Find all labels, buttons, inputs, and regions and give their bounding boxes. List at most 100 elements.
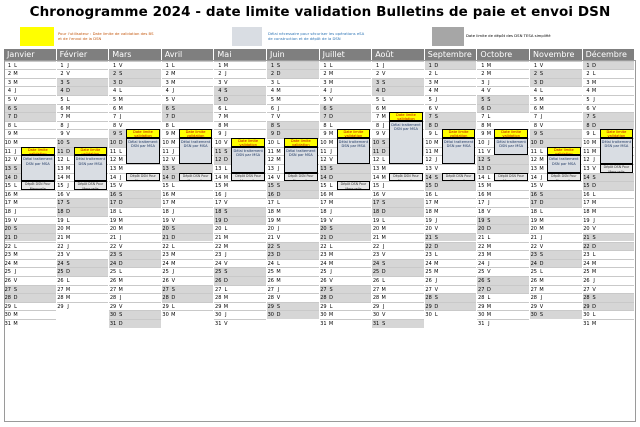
weekday-letter: V bbox=[329, 157, 333, 164]
day-number: 31 bbox=[215, 321, 222, 328]
day-number: 17 bbox=[320, 200, 327, 207]
weekday-letter: D bbox=[329, 174, 334, 181]
weekday-letter: D bbox=[592, 243, 597, 250]
weekday-letter: M bbox=[591, 88, 597, 95]
weekday-letter: M bbox=[434, 200, 439, 207]
day-cell: 26 V bbox=[319, 276, 372, 285]
weekday-letter: L bbox=[382, 157, 386, 164]
day-cell: 29 J bbox=[372, 301, 424, 311]
weekday-letter: V bbox=[434, 105, 438, 112]
day-number: 7 bbox=[376, 114, 380, 121]
weekday-letter: M bbox=[591, 79, 597, 86]
day-cell: 19 V bbox=[4, 215, 56, 225]
day-number: 2 bbox=[7, 71, 11, 78]
weekday-letter: V bbox=[276, 234, 281, 241]
day-number: 18 bbox=[109, 209, 117, 216]
day-number: 18 bbox=[320, 209, 327, 216]
weekday-letter: D bbox=[118, 79, 123, 86]
weekday-letter: V bbox=[13, 96, 18, 103]
day-number: 14 bbox=[57, 174, 64, 181]
legend-text-tesa: Date limite de dépôt des DSN TESA simpli… bbox=[466, 33, 551, 38]
weekday-letter: V bbox=[66, 71, 70, 78]
day-cell: 18 M bbox=[424, 207, 477, 216]
day-number: 24 bbox=[583, 260, 590, 267]
weekday-letter: S bbox=[171, 105, 175, 112]
weekday-letter: M bbox=[223, 183, 229, 190]
weekday-letter: D bbox=[13, 234, 18, 241]
weekday-letter: D bbox=[539, 200, 544, 207]
day-cell: 20 S bbox=[319, 224, 372, 233]
weekday-letter: S bbox=[382, 260, 386, 267]
day-cell: 16 L bbox=[424, 189, 477, 199]
weekday-letter: S bbox=[66, 140, 70, 147]
day-cell: 18 J bbox=[319, 207, 372, 216]
day-number: 23 bbox=[162, 252, 169, 259]
day-number: 2 bbox=[60, 71, 64, 78]
day-number: 4 bbox=[113, 88, 117, 95]
weekday-letter: M bbox=[276, 148, 281, 155]
weekday-letter: L bbox=[382, 278, 386, 284]
day-number: 14 bbox=[372, 174, 380, 181]
weekday-letter: J bbox=[14, 148, 17, 155]
weekday-letter: L bbox=[66, 278, 70, 284]
day-number: 18 bbox=[4, 209, 11, 216]
day-number: 27 bbox=[57, 286, 64, 293]
day-number: 24 bbox=[57, 260, 64, 267]
day-number: 18 bbox=[267, 209, 274, 216]
weekday-letter: J bbox=[593, 157, 595, 164]
day-number: 18 bbox=[583, 209, 590, 216]
day-number: 8 bbox=[481, 122, 485, 129]
weekday-letter: V bbox=[487, 88, 491, 95]
day-cell: 20 S bbox=[161, 224, 214, 233]
weekday-letter: J bbox=[119, 234, 122, 241]
day-cell: 21 J bbox=[530, 232, 582, 242]
month-header-1: Janvier bbox=[4, 49, 57, 60]
weekday-letter: J bbox=[119, 174, 122, 181]
weekday-letter: D bbox=[171, 295, 176, 302]
day-cell: 20 L bbox=[214, 224, 266, 233]
weekday-letter: V bbox=[434, 226, 438, 233]
weekday-letter: L bbox=[14, 183, 17, 190]
weekday-letter: L bbox=[540, 148, 543, 155]
day-number: 22 bbox=[478, 243, 485, 250]
day-cell: 30 M bbox=[477, 310, 529, 319]
weekday-letter: L bbox=[382, 217, 386, 224]
deadline-box: Date limite validation bbox=[126, 129, 160, 139]
weekday-letter: J bbox=[225, 191, 227, 198]
weekday-letter: D bbox=[171, 234, 176, 241]
legend-processing-line2: de construction et de dépôt de la DSN bbox=[268, 36, 341, 41]
day-cell: 23 D bbox=[267, 250, 319, 259]
day-number: 4 bbox=[586, 88, 590, 95]
weekday-letter: D bbox=[118, 140, 123, 147]
weekday-letter: M bbox=[591, 321, 597, 328]
weekday-letter: J bbox=[172, 269, 175, 276]
day-cell: 28 V bbox=[267, 293, 319, 302]
weekday-letter: M bbox=[539, 105, 544, 112]
day-number: 20 bbox=[530, 226, 537, 233]
weekday-letter: S bbox=[539, 131, 544, 138]
day-cell: 17 M bbox=[424, 198, 477, 207]
day-number: 12 bbox=[478, 157, 485, 164]
weekday-letter: M bbox=[65, 114, 71, 121]
deposit-box: Dépôt DSN Pour Mensuelle bbox=[178, 172, 213, 182]
day-number: 1 bbox=[7, 62, 11, 69]
weekday-letter: M bbox=[223, 174, 229, 181]
day-number: 9 bbox=[533, 131, 537, 138]
day-number: 3 bbox=[270, 79, 274, 86]
weekday-letter: M bbox=[486, 252, 492, 259]
weekday-letter: V bbox=[224, 79, 228, 86]
day-cell: 13 M bbox=[372, 163, 424, 173]
day-number: 9 bbox=[218, 131, 222, 138]
processing-box: Délai traitement DSN par MSA bbox=[441, 138, 476, 164]
day-cell: 16 D bbox=[267, 189, 319, 199]
